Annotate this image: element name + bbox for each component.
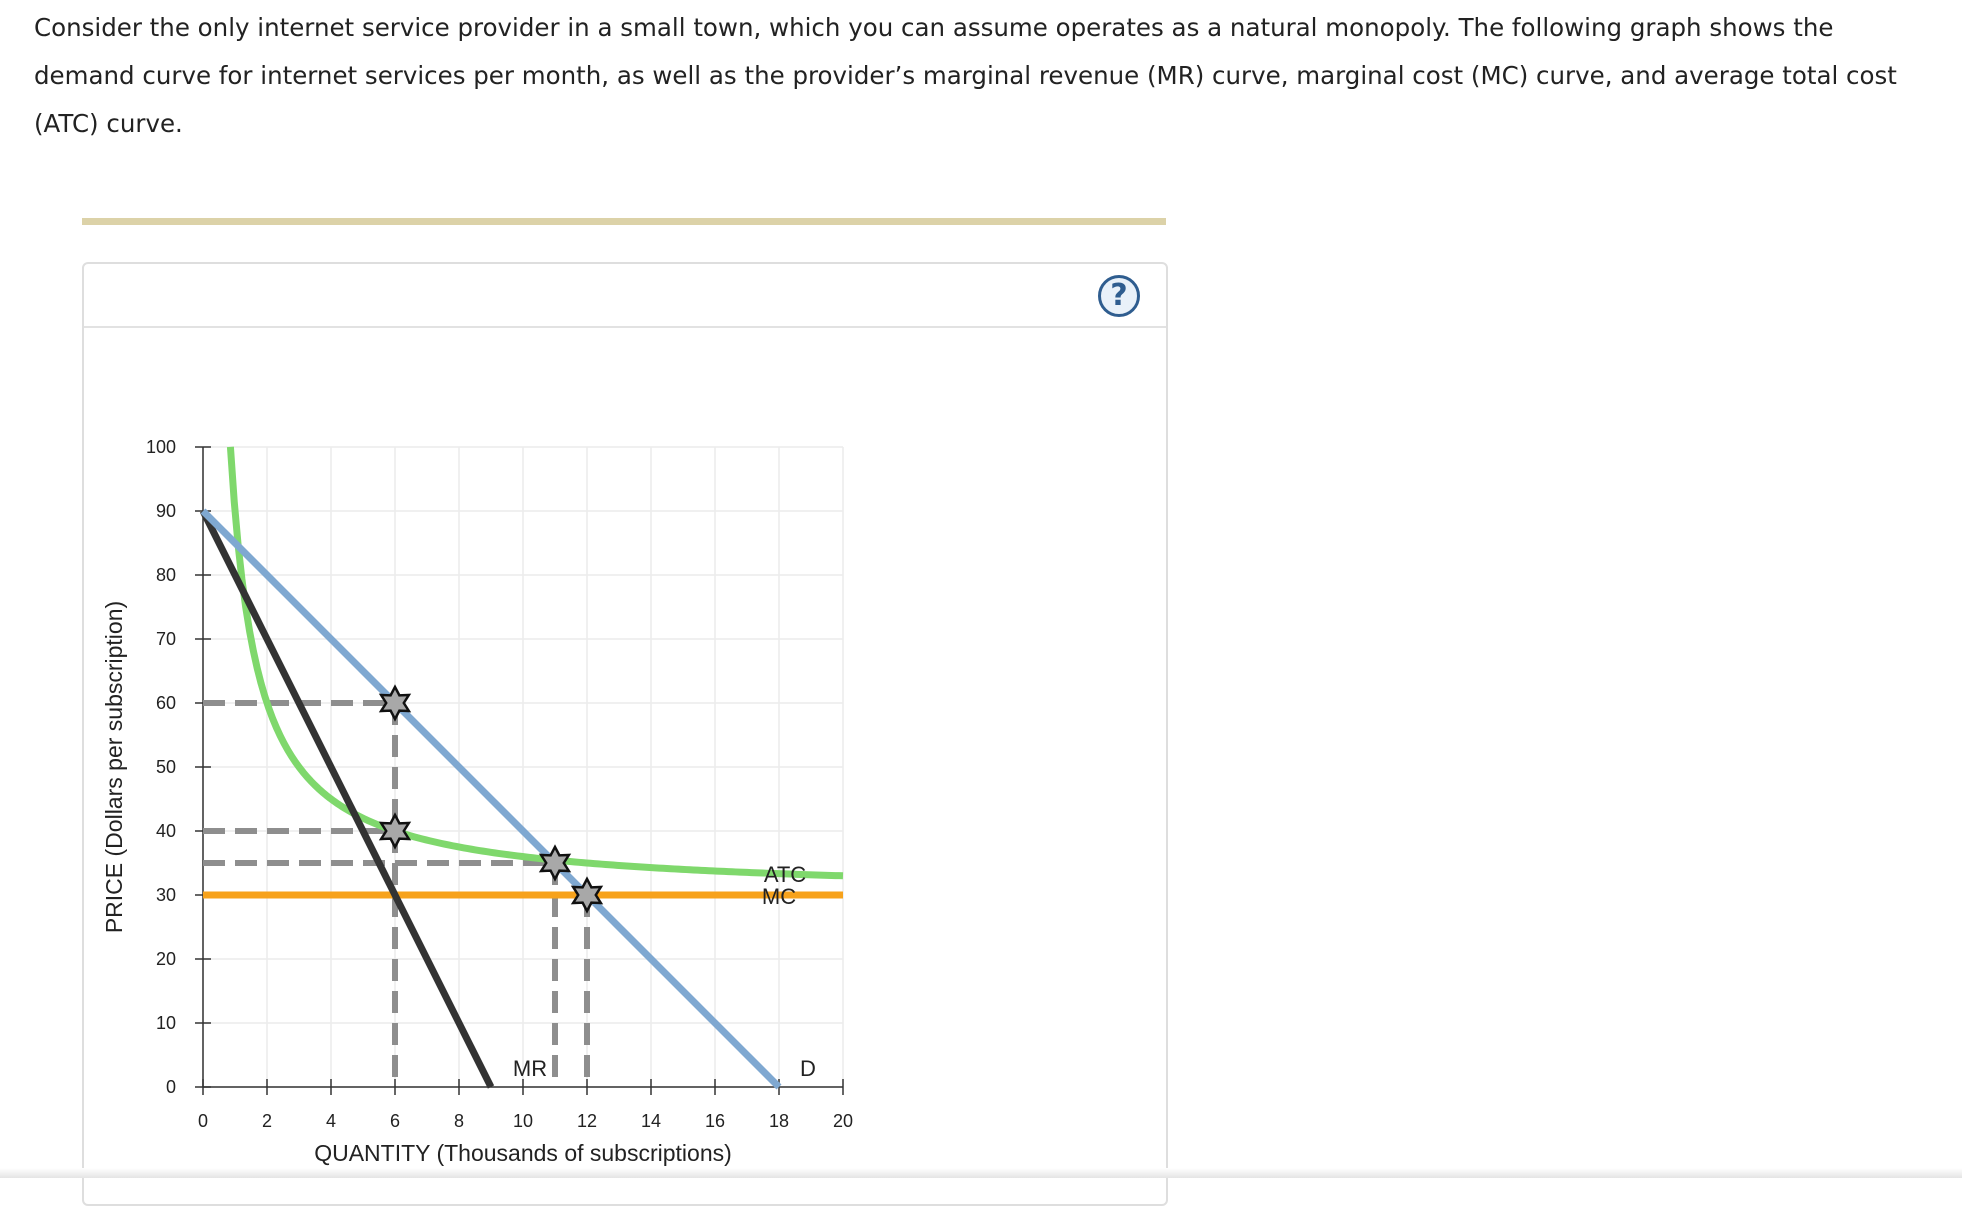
- panel-header-divider: [84, 326, 1166, 328]
- section-divider: [82, 218, 1166, 225]
- page-bottom-edge: [0, 1168, 1962, 1178]
- graph-panel: [82, 262, 1168, 1206]
- help-icon[interactable]: ?: [1098, 275, 1140, 317]
- problem-statement: Consider the only internet service provi…: [34, 13, 1897, 138]
